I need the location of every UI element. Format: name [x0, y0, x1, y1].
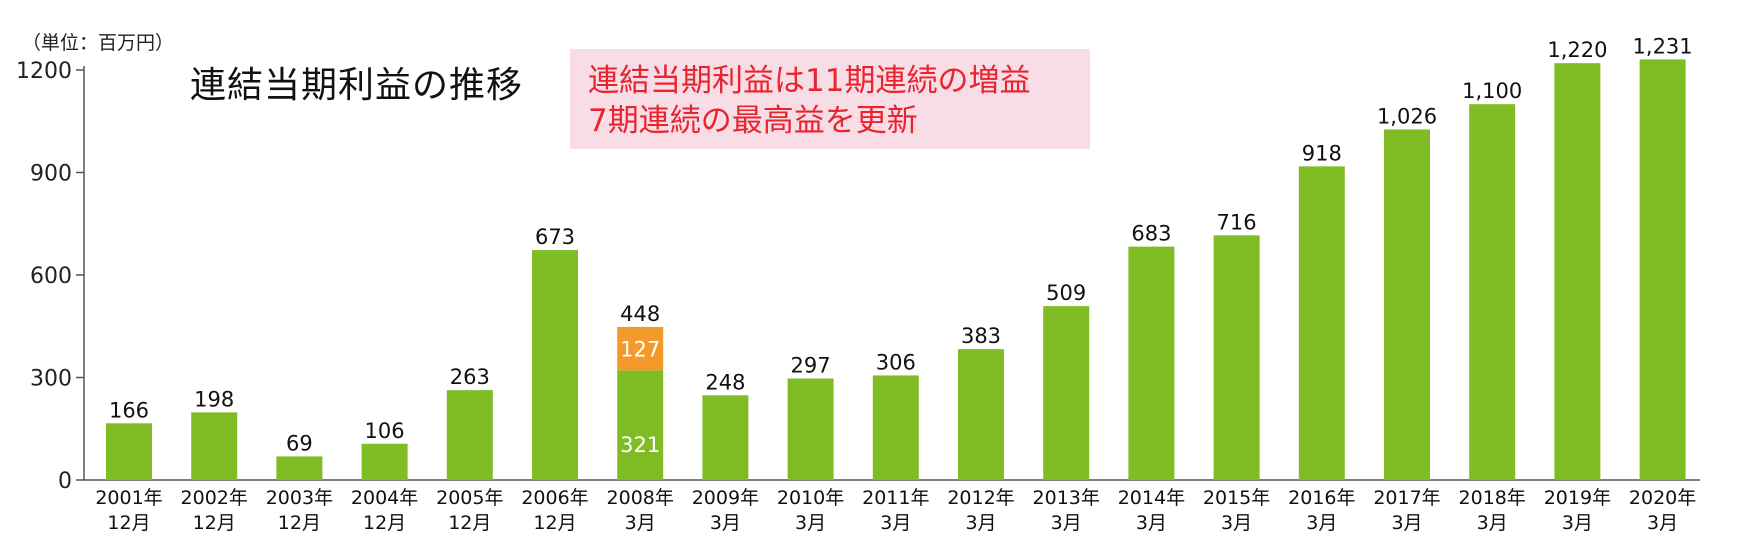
- bar-value-label: 509: [1046, 281, 1086, 305]
- chart-title: 連結当期利益の推移: [190, 65, 524, 106]
- bar-value-label: 918: [1302, 141, 1342, 165]
- x-tick-label: 2015年: [1203, 487, 1270, 509]
- bar-value-label: 383: [961, 324, 1001, 348]
- bar-value-label: 1,100: [1462, 79, 1522, 103]
- bar: [787, 378, 834, 480]
- x-tick-label: 12月: [448, 512, 491, 534]
- y-tick-label: 1200: [16, 59, 72, 84]
- x-tick-label: 3月: [1306, 512, 1337, 534]
- bar-value-label: 1,231: [1633, 34, 1693, 58]
- x-tick-label: 2008年: [607, 487, 674, 509]
- bar-value-label: 106: [365, 419, 405, 443]
- x-tick-label: 3月: [625, 512, 656, 534]
- callout-line-2: 7期連続の最高益を更新: [588, 103, 918, 139]
- bar: [872, 375, 919, 480]
- bar-value-label: 198: [194, 387, 234, 411]
- bar-value-label: 248: [705, 370, 745, 394]
- x-tick-label: 2010年: [777, 487, 844, 509]
- x-tick-label: 2020年: [1629, 487, 1696, 509]
- x-tick-label: 2019年: [1544, 487, 1611, 509]
- bar-value-label: 69: [286, 431, 313, 455]
- bar: [1128, 246, 1175, 480]
- x-tick-label: 2018年: [1459, 487, 1526, 509]
- x-tick-label: 2004年: [351, 487, 418, 509]
- bar: [1384, 129, 1430, 480]
- x-tick-label: 3月: [1562, 512, 1593, 534]
- bar-value-label: 673: [535, 225, 575, 249]
- x-tick-label: 12月: [533, 512, 576, 534]
- bar: [1554, 63, 1601, 481]
- x-tick-label: 12月: [193, 512, 236, 534]
- y-tick-label: 0: [58, 469, 72, 494]
- bar: [1469, 104, 1516, 481]
- x-tick-label: 2017年: [1373, 487, 1440, 509]
- x-tick-label: 2013年: [1033, 487, 1100, 509]
- x-tick-label: 12月: [107, 512, 150, 534]
- x-tick-label: 3月: [1477, 512, 1508, 534]
- x-tick-label: 2011年: [862, 487, 929, 509]
- unit-label: （単位：百万円）: [22, 32, 175, 54]
- x-tick-label: 2006年: [521, 487, 588, 509]
- bar-value-label: 263: [450, 365, 490, 389]
- callout-line-1: 連結当期利益は11期連続の増益: [588, 63, 1031, 99]
- x-tick-label: 3月: [710, 512, 741, 534]
- bar-segment: [617, 370, 664, 480]
- callout-box: 連結当期利益は11期連続の増益 7期連続の最高益を更新: [570, 49, 1090, 149]
- x-tick-label: 12月: [363, 512, 406, 534]
- bar: [702, 395, 749, 480]
- bar-value-label: 166: [109, 398, 149, 422]
- bar: [1043, 306, 1090, 480]
- bar: [1639, 59, 1686, 481]
- bar: [1213, 235, 1260, 480]
- segment-label: 321: [620, 433, 660, 457]
- x-tick-label: 2009年: [692, 487, 759, 509]
- x-tick-label: 3月: [880, 512, 911, 534]
- bar: [446, 390, 493, 480]
- bar: [1298, 166, 1345, 480]
- x-tick-label: 2016年: [1288, 487, 1355, 509]
- x-tick-label: 3月: [1391, 512, 1422, 534]
- x-tick-label: 2002年: [181, 487, 248, 509]
- x-tick-label: 2003年: [266, 487, 333, 509]
- x-tick-label: 2001年: [95, 487, 162, 509]
- bar-value-label: 306: [876, 350, 916, 374]
- y-tick-label: 600: [30, 264, 72, 289]
- bar-value-label: 1,220: [1547, 38, 1607, 62]
- segment-label: 127: [620, 338, 660, 362]
- bar: [532, 250, 578, 480]
- y-tick-label: 900: [30, 162, 72, 187]
- bar: [958, 349, 1004, 480]
- x-tick-label: 2012年: [947, 487, 1014, 509]
- x-tick-label: 12月: [278, 512, 321, 534]
- x-tick-label: 2014年: [1118, 487, 1185, 509]
- bar: [276, 456, 323, 480]
- bar-value-label: 448: [620, 302, 660, 326]
- x-tick-label: 3月: [965, 512, 996, 534]
- bar-segment: [617, 326, 664, 371]
- bar: [191, 412, 238, 480]
- bar: [106, 423, 152, 480]
- x-tick-label: 3月: [1221, 512, 1252, 534]
- x-tick-label: 3月: [1051, 512, 1082, 534]
- bar-value-label: 297: [791, 354, 831, 378]
- x-tick-label: 3月: [795, 512, 826, 534]
- bar-value-label: 1,026: [1377, 104, 1437, 128]
- y-tick-label: 300: [30, 367, 72, 392]
- x-tick-label: 3月: [1647, 512, 1678, 534]
- bar-value-label: 716: [1217, 210, 1257, 234]
- bar-value-label: 683: [1131, 222, 1171, 246]
- bar: [361, 443, 408, 480]
- x-tick-label: 2005年: [436, 487, 503, 509]
- x-tick-label: 3月: [1136, 512, 1167, 534]
